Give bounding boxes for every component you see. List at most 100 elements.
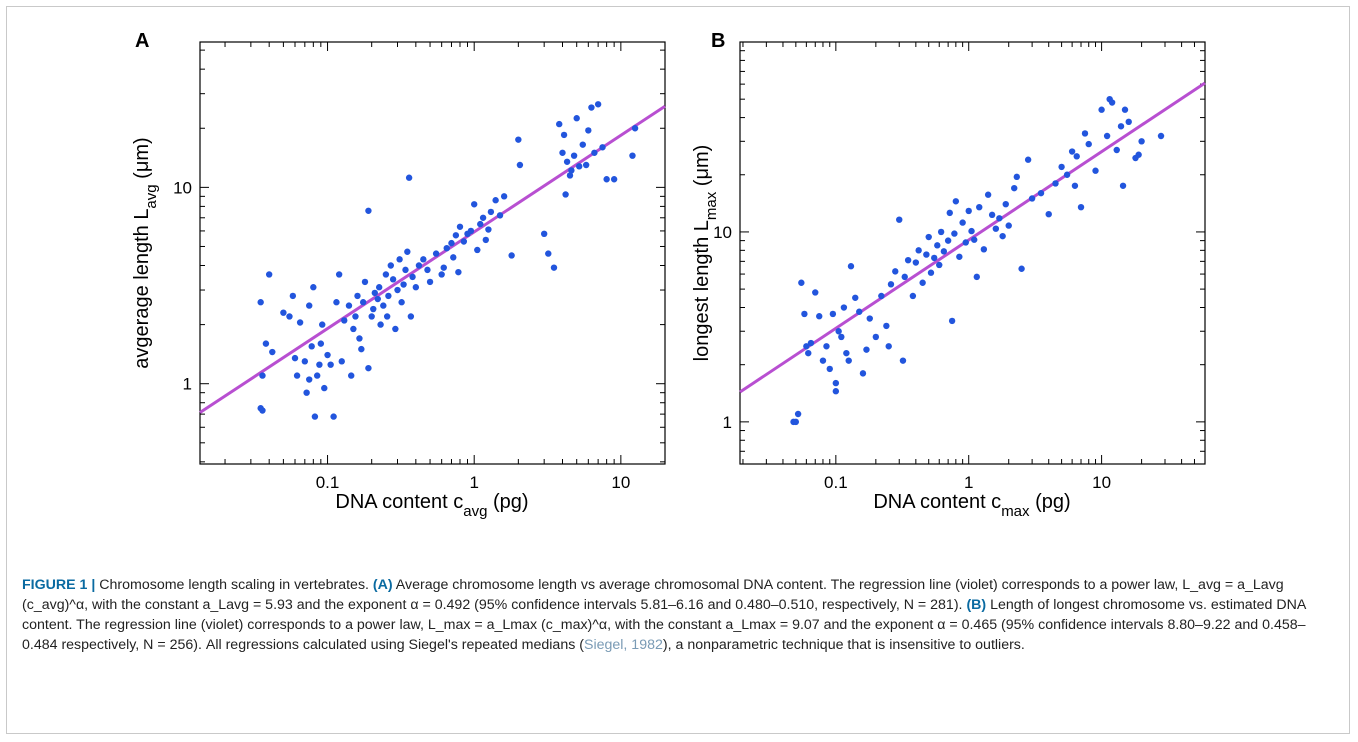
caption-b-text: Length of longest chromosome vs. estimat…: [22, 597, 1306, 633]
figure-label: FIGURE 1 |: [22, 577, 96, 593]
data-point: [368, 313, 375, 320]
data-point: [934, 242, 941, 249]
data-point: [382, 271, 390, 278]
data-point: [402, 266, 409, 274]
data-point: [345, 302, 353, 309]
data-point: [1002, 200, 1009, 208]
data-point: [1005, 222, 1012, 229]
data-point: [311, 413, 319, 420]
data-point: [394, 286, 401, 294]
data-point: [909, 292, 917, 300]
data-point: [1119, 182, 1127, 189]
x-tick-label: 0.1: [824, 473, 848, 492]
data-point: [946, 209, 953, 217]
data-point: [485, 226, 492, 233]
data-point: [452, 232, 460, 239]
data-point: [940, 248, 948, 255]
data-point: [927, 269, 935, 276]
data-point: [335, 271, 343, 278]
data-point: [1018, 265, 1025, 272]
data-point: [980, 246, 988, 253]
data-point: [599, 144, 606, 151]
data-point: [563, 158, 571, 165]
data-point: [296, 319, 304, 326]
y-tick-label: 1: [183, 375, 192, 394]
data-point: [289, 292, 297, 300]
data-point: [835, 328, 842, 335]
data-point: [892, 268, 899, 275]
data-point: [477, 220, 484, 228]
y-tick-label: 10: [713, 223, 732, 242]
data-point: [566, 172, 574, 179]
data-point: [265, 271, 273, 278]
data-point: [603, 176, 610, 183]
data-point: [443, 244, 450, 252]
data-point: [973, 273, 980, 281]
data-point: [450, 254, 457, 261]
chart-a-plot-area: [199, 41, 666, 465]
data-point: [400, 281, 407, 288]
data-point: [904, 256, 912, 264]
data-point: [887, 281, 895, 288]
data-point: [316, 361, 323, 368]
x-tick-label: 10: [611, 473, 630, 492]
y-tick-label: 10: [173, 178, 192, 197]
data-point: [901, 273, 908, 281]
data-point: [883, 322, 890, 330]
data-point: [470, 201, 478, 208]
data-point: [559, 149, 566, 156]
data-point: [819, 357, 827, 364]
data-point: [301, 358, 309, 365]
caption-a-text: Average chromosome length vs average chr…: [392, 577, 1183, 593]
data-point: [306, 376, 313, 383]
data-point: [856, 308, 863, 315]
data-point: [798, 279, 805, 286]
data-point: [317, 340, 325, 347]
x-tick-label: 0.1: [316, 473, 340, 492]
data-point: [448, 239, 455, 247]
data-point: [440, 264, 447, 271]
data-point: [365, 207, 372, 214]
data-point: [306, 302, 313, 309]
data-point: [1108, 99, 1116, 106]
data-point: [500, 193, 508, 200]
data-point: [816, 313, 823, 320]
data-point: [915, 247, 922, 254]
data-point: [1013, 173, 1020, 181]
data-point: [896, 216, 903, 223]
data-point: [550, 264, 558, 271]
data-point: [330, 413, 337, 420]
caption-a-formula: L_avg = a_Lavg (c_avg)^α: [22, 577, 1284, 613]
data-point: [385, 292, 392, 300]
data-point: [359, 299, 367, 306]
data-point: [348, 372, 355, 379]
data-point: [350, 325, 357, 333]
data-point: [424, 266, 431, 274]
x-tick-label: 1: [964, 473, 973, 492]
data-point: [438, 271, 445, 278]
data-point: [1113, 146, 1120, 154]
data-point: [944, 237, 952, 244]
data-point: [487, 208, 495, 216]
data-point: [952, 198, 960, 205]
reference-link[interactable]: Siegel, 1982: [583, 637, 663, 653]
data-point: [582, 161, 590, 169]
data-point: [936, 261, 943, 269]
data-point: [570, 152, 578, 159]
data-point: [826, 365, 833, 373]
data-point: [412, 284, 420, 291]
data-point: [847, 263, 855, 270]
data-point: [803, 343, 810, 350]
data-point: [579, 141, 586, 148]
data-point: [310, 284, 317, 291]
x-axis-label: DNA content cmax (pg): [873, 491, 1070, 520]
data-point: [1058, 163, 1065, 171]
figure-caption: FIGURE 1 | Chromosome length scaling in …: [22, 575, 1332, 655]
data-point: [1125, 118, 1132, 126]
data-point: [1037, 189, 1045, 197]
x-tick-label: 1: [469, 473, 478, 492]
data-point: [1157, 132, 1165, 140]
data-point: [585, 127, 592, 134]
data-point: [1138, 138, 1145, 145]
data-point: [805, 349, 812, 357]
